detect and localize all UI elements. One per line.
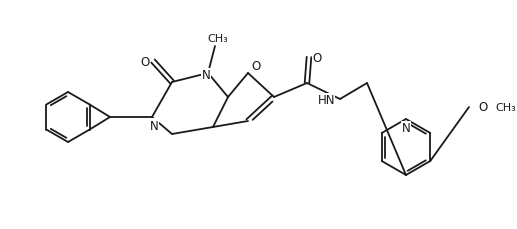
Text: O: O	[141, 55, 149, 68]
Text: N: N	[402, 122, 410, 135]
Text: O: O	[312, 51, 322, 64]
Text: N: N	[149, 119, 158, 132]
Text: O: O	[251, 60, 261, 73]
Text: CH₃: CH₃	[208, 34, 229, 44]
Text: HN: HN	[317, 94, 335, 107]
Text: O: O	[478, 101, 488, 114]
Text: N: N	[202, 69, 210, 82]
Text: CH₃: CH₃	[495, 103, 516, 112]
